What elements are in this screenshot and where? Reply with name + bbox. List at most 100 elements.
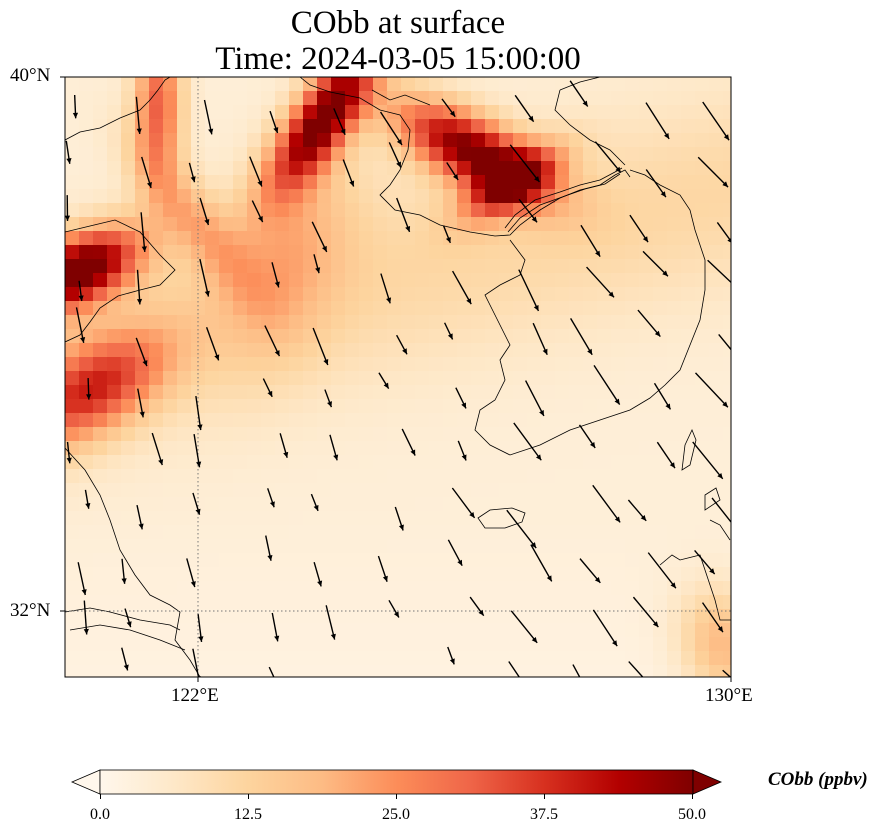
field-cell [79,525,94,540]
field-cell [513,329,528,344]
field-cell [135,637,150,652]
field-cell [611,91,626,106]
field-cell [317,217,332,232]
field-cell [625,315,640,330]
field-cell [709,595,724,610]
field-cell [303,455,318,470]
field-cell [555,119,570,134]
field-cell [401,231,416,246]
field-cell [625,581,640,596]
field-cell [219,413,234,428]
wind-arrow [518,269,540,312]
wind-arrow [195,395,202,431]
field-cell [303,469,318,484]
field-cell [457,259,472,274]
field-cell [709,539,724,554]
field-cell [667,469,682,484]
field-cell [555,399,570,414]
field-cell [107,315,122,330]
field-cell [401,455,416,470]
field-cell [541,105,556,120]
field-cell [373,581,388,596]
wind-arrow [642,250,669,277]
colorbar-tick-2: 25.0 [382,806,410,823]
field-cell [499,539,514,554]
field-cell [303,511,318,526]
field-cell [681,497,696,512]
field-cell [625,343,640,358]
field-cell [93,189,108,204]
field-cell [583,189,598,204]
field-cell [107,455,122,470]
field-cell [331,329,346,344]
field-cell [667,637,682,652]
field-cell [709,301,724,316]
wind-arrow-head [141,246,147,252]
field-cell [471,441,486,456]
field-cell [499,609,514,624]
field-cell [373,483,388,498]
field-cell [569,203,584,218]
field-cell [667,77,682,92]
field-cell [303,609,318,624]
field-cell [373,469,388,484]
field-cell [359,455,374,470]
map-frame [64,76,732,678]
field-cell [555,203,570,218]
field-cell [387,357,402,372]
field-cell [163,553,178,568]
field-cell [79,189,94,204]
field-cell [261,343,276,358]
wind-arrow [692,441,724,480]
field-cell [177,511,192,526]
field-cell [653,315,668,330]
field-cell [163,329,178,344]
field-cell [79,371,94,386]
field-cell [65,651,80,666]
field-cell [723,609,731,624]
field-cell [457,511,472,526]
field-cell [415,343,430,358]
field-cell [163,175,178,190]
field-cell [597,259,612,274]
field-cell [107,301,122,316]
field-cell [177,287,192,302]
field-cell [667,161,682,176]
field-cell [401,343,416,358]
field-cell [639,665,654,677]
wind-arrow-head [669,462,675,469]
field-cell [93,161,108,176]
field-cell [541,189,556,204]
field-cell [205,665,220,677]
field-cell [471,329,486,344]
field-cell [443,581,458,596]
wind-arrow [75,307,85,344]
field-cell [163,427,178,442]
field-cell [261,371,276,386]
field-cell [303,147,318,162]
field-cell [541,119,556,134]
field-cell [79,469,94,484]
field-cell [149,637,164,652]
field-cell [695,399,710,414]
field-cell [261,217,276,232]
field-cell [667,329,682,344]
field-cell [93,539,108,554]
wind-arrow-head [445,236,451,243]
field-cell [93,525,108,540]
field-cell [359,497,374,512]
wind-arrow-head [138,523,144,530]
field-cell [723,595,731,610]
field-cell [653,203,668,218]
field-cell [65,91,80,106]
field-cell [163,399,178,414]
field-cell [261,287,276,302]
field-cell [443,91,458,106]
field-cell [541,161,556,176]
field-cell [121,91,136,106]
field-cell [219,525,234,540]
wind-arrow [572,664,581,677]
field-cell [149,623,164,638]
field-cell [275,427,290,442]
